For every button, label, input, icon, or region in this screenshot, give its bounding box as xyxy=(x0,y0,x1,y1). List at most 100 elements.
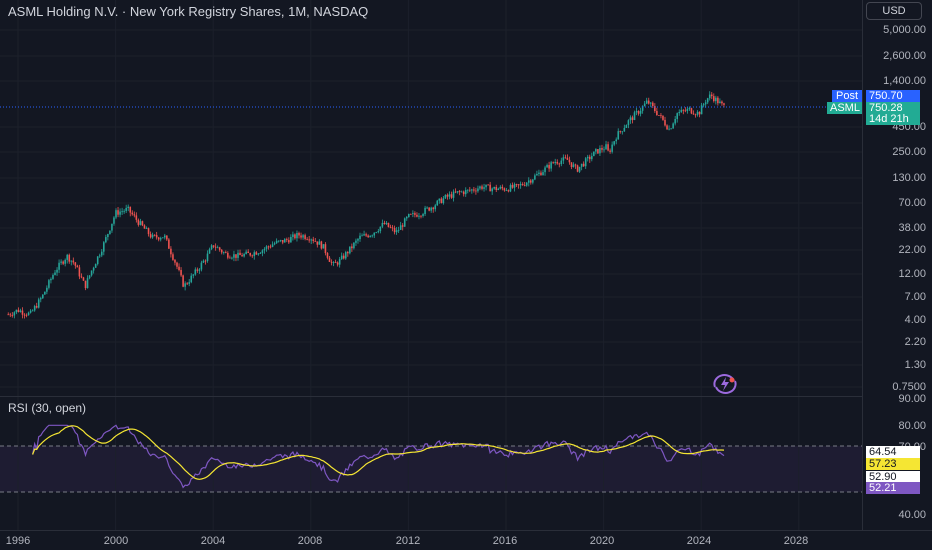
chart-title[interactable]: ASML Holding N.V. · New York Registry Sh… xyxy=(8,4,369,19)
rsi-line xyxy=(32,424,725,489)
candle-body xyxy=(361,235,363,237)
time-tick: 2012 xyxy=(395,535,421,547)
candle-body xyxy=(194,269,197,275)
candle-body xyxy=(696,111,699,115)
candle-body xyxy=(76,265,79,268)
candle-body xyxy=(275,240,278,244)
price-tick: 4.00 xyxy=(904,314,926,326)
candle-body xyxy=(277,240,280,242)
rsi-ma-line xyxy=(32,425,725,480)
candle-body xyxy=(609,150,611,152)
candle-body xyxy=(324,244,327,254)
currency-button[interactable]: USD xyxy=(866,2,922,20)
candle-body xyxy=(652,102,654,107)
candle-body xyxy=(50,278,52,281)
candle-body xyxy=(517,184,520,186)
candle-body xyxy=(166,235,168,240)
candle-body xyxy=(27,312,30,316)
candle-body xyxy=(462,191,465,195)
candle-body xyxy=(190,275,193,283)
candle-body xyxy=(597,149,599,154)
candle-body xyxy=(90,270,93,276)
candle-body xyxy=(432,207,435,210)
candle-body xyxy=(115,210,117,218)
candle-body xyxy=(257,253,260,255)
candle-body xyxy=(507,190,510,192)
price-tick: 250.00 xyxy=(892,146,926,158)
rsi-indicator-label[interactable]: RSI (30, open) xyxy=(8,401,87,415)
candle-body xyxy=(196,269,199,271)
rsi-tick: 90.00 xyxy=(898,393,926,405)
candle-body xyxy=(700,105,703,115)
candle-body xyxy=(298,232,300,236)
candle-body xyxy=(164,235,166,238)
candle-body xyxy=(586,156,589,159)
candle-body xyxy=(605,144,607,150)
candle-body xyxy=(509,185,512,192)
candle-body xyxy=(715,97,717,102)
candle-body xyxy=(446,194,449,197)
candle-body xyxy=(430,207,432,211)
candle-body xyxy=(129,206,132,213)
candle-body xyxy=(153,234,156,236)
candle-body xyxy=(572,164,575,167)
candle-body xyxy=(723,103,725,105)
candle-body xyxy=(721,101,723,104)
candle-body xyxy=(214,246,217,248)
candle-body xyxy=(713,96,715,102)
candle-body xyxy=(568,159,571,163)
candle-body xyxy=(159,238,162,240)
lightning-icon[interactable] xyxy=(712,374,738,394)
candle-body xyxy=(286,239,288,241)
candle-body xyxy=(68,254,71,262)
rsi-tick: 80.00 xyxy=(898,420,926,432)
candle-body xyxy=(582,163,585,167)
price-tick: 0.7500 xyxy=(892,381,926,393)
candle-body xyxy=(188,282,191,284)
candle-body xyxy=(54,272,56,276)
candle-body xyxy=(25,314,28,316)
candle-body xyxy=(239,252,241,256)
candle-body xyxy=(591,156,593,160)
candle-body xyxy=(521,184,524,186)
candle-body xyxy=(426,207,428,209)
candle-body xyxy=(493,186,496,189)
time-tick: 2024 xyxy=(686,535,712,547)
candle-body xyxy=(678,112,681,114)
candle-body xyxy=(29,310,32,313)
candle-body xyxy=(320,241,323,249)
candle-body xyxy=(552,162,554,164)
candle-body xyxy=(127,206,130,208)
candle-body xyxy=(342,255,345,259)
candle-body xyxy=(708,94,711,99)
candle-body xyxy=(220,249,223,253)
candle-body xyxy=(225,252,227,254)
candle-body xyxy=(133,214,136,216)
candle-body xyxy=(255,252,258,255)
candle-body xyxy=(654,106,656,112)
candle-body xyxy=(566,157,569,160)
candle-body xyxy=(135,215,138,220)
candle-body xyxy=(241,255,243,257)
candle-body xyxy=(288,240,290,243)
candle-body xyxy=(109,230,111,235)
candle-body xyxy=(532,179,534,183)
candle-body xyxy=(117,210,119,215)
candle-body xyxy=(113,217,115,224)
candle-body xyxy=(513,184,516,188)
candle-body xyxy=(312,239,315,241)
candle-body xyxy=(538,172,540,174)
candle-body xyxy=(550,162,552,169)
candle-body xyxy=(523,185,526,186)
candle-body xyxy=(580,163,583,167)
candle-body xyxy=(17,309,20,312)
candle-body xyxy=(546,165,548,168)
candle-body xyxy=(658,115,660,116)
candle-body xyxy=(92,267,95,271)
candle-body xyxy=(466,189,469,191)
candle-body xyxy=(119,211,121,215)
candle-body xyxy=(428,207,430,211)
candle-body xyxy=(243,254,245,257)
